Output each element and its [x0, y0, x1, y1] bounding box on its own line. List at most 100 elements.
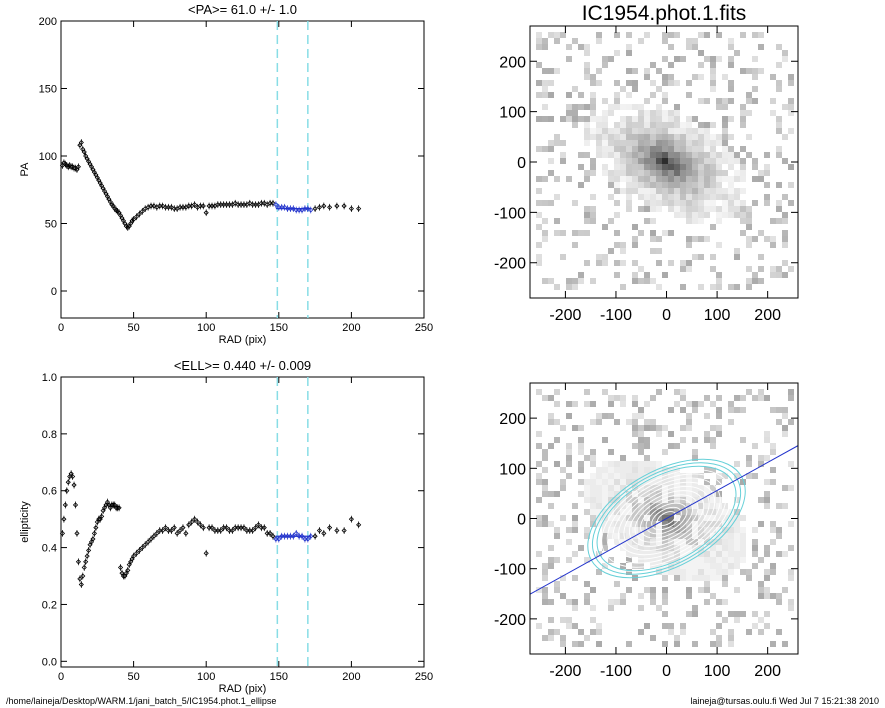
pixel: [554, 389, 560, 395]
pixel: [662, 152, 668, 158]
data-point: [96, 177, 102, 183]
pixel: [626, 158, 632, 164]
pixel: [542, 278, 548, 284]
pixel: [590, 104, 596, 110]
pixel: [656, 545, 662, 551]
data-point: [113, 505, 119, 511]
pixel: [650, 134, 656, 140]
pixel: [620, 485, 626, 491]
pixel: [590, 629, 596, 635]
pixel: [662, 593, 668, 599]
data-point: [226, 527, 232, 534]
pixel: [728, 527, 734, 533]
pixel: [680, 164, 686, 170]
pixel: [716, 431, 722, 437]
y-tick-label: -100: [494, 205, 526, 222]
data-point: [223, 202, 230, 208]
pixel: [548, 32, 554, 38]
pixel: [602, 413, 608, 419]
pixel: [548, 635, 554, 641]
pixel: [698, 527, 704, 533]
pixel: [608, 467, 614, 473]
pixel: [542, 599, 548, 605]
pixel: [632, 158, 638, 164]
pixel: [698, 236, 704, 242]
pixel: [572, 575, 578, 581]
pixel: [698, 182, 704, 188]
pixel: [650, 80, 656, 86]
pixel: [650, 473, 656, 479]
pixel: [626, 188, 632, 194]
pixel: [536, 515, 542, 521]
pixel: [734, 587, 740, 593]
pixel: [704, 170, 710, 176]
pixel: [704, 437, 710, 443]
pixel: [614, 104, 620, 110]
pixel: [752, 236, 758, 242]
pixel: [584, 74, 590, 80]
data-point: [154, 530, 160, 536]
pixel: [656, 134, 662, 140]
pixel: [680, 200, 686, 206]
pixel: [614, 158, 620, 164]
pixel: [608, 449, 614, 455]
pixel: [632, 491, 638, 497]
pixel: [728, 533, 734, 539]
pixel: [698, 188, 704, 194]
pixel: [656, 182, 662, 188]
pixel: [686, 521, 692, 527]
pixel: [788, 128, 794, 134]
pixel: [650, 533, 656, 539]
pixel: [704, 569, 710, 575]
pixel: [704, 158, 710, 164]
y-tick-label: -200: [494, 256, 526, 273]
pixel: [608, 479, 614, 485]
pixel: [782, 212, 788, 218]
pixel: [722, 122, 728, 128]
pixel: [554, 527, 560, 533]
pixel: [722, 206, 728, 212]
pixel: [626, 80, 632, 86]
pixel: [566, 284, 572, 290]
pixel: [698, 32, 704, 38]
pixel: [728, 569, 734, 575]
footer-user-date: laineja@tursas.oulu.fi Wed Jul 7 15:21:3…: [690, 696, 879, 706]
pixel: [674, 509, 680, 515]
pixel: [638, 515, 644, 521]
pixel: [644, 587, 650, 593]
pixel: [704, 200, 710, 206]
pixel: [680, 425, 686, 431]
pixel: [584, 635, 590, 641]
pixel: [674, 116, 680, 122]
pixel: [722, 146, 728, 152]
pixel: [698, 164, 704, 170]
pixel: [668, 158, 674, 164]
pixel: [734, 533, 740, 539]
pixel: [536, 623, 542, 629]
pixel: [542, 68, 548, 74]
plot-title: <PA>= 61.0 +/- 1.0: [188, 2, 297, 17]
pixel: [776, 206, 782, 212]
pixel: [644, 623, 650, 629]
pixel: [692, 188, 698, 194]
pixel: [548, 116, 554, 122]
pixel: [728, 545, 734, 551]
pixel: [554, 557, 560, 563]
pixel: [704, 98, 710, 104]
pixel: [692, 182, 698, 188]
pixel: [638, 110, 644, 116]
pixel: [650, 509, 656, 515]
pixel: [584, 128, 590, 134]
pixel: [662, 164, 668, 170]
pixel: [680, 182, 686, 188]
data-point: [264, 530, 270, 536]
data-point: [88, 539, 95, 545]
pixel: [602, 254, 608, 260]
pixel: [710, 266, 716, 272]
pixel: [770, 266, 776, 272]
pixel: [542, 455, 548, 461]
data-point: [218, 527, 224, 534]
pixel: [620, 599, 626, 605]
pixel: [656, 140, 662, 146]
pixel: [602, 146, 608, 152]
